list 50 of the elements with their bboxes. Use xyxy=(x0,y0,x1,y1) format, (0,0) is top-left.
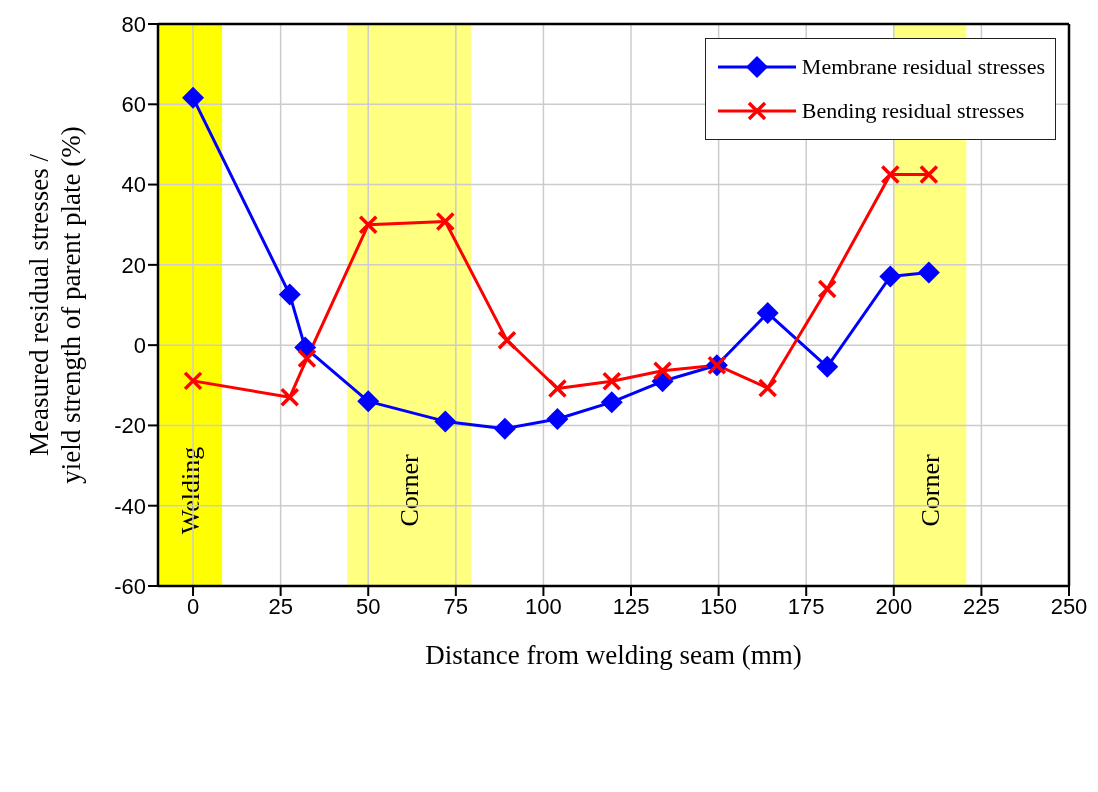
point xyxy=(652,361,673,381)
point xyxy=(917,261,940,284)
x-tick-label: 200 xyxy=(875,593,913,619)
x-tick-label: 250 xyxy=(1050,593,1088,619)
band-label: Corner xyxy=(394,454,424,527)
point xyxy=(816,355,839,378)
x-tick-label: 150 xyxy=(700,593,737,619)
point xyxy=(756,302,779,325)
legend-label: Membrane residual stresses xyxy=(801,54,1045,80)
point xyxy=(357,390,380,413)
x-axis-title: Distance from welding seam (mm) xyxy=(425,640,802,670)
point xyxy=(602,371,622,392)
point xyxy=(817,279,837,299)
x-tick-label: 0 xyxy=(186,593,200,619)
point xyxy=(278,283,301,306)
band-label: Welding xyxy=(175,446,205,535)
y-tick-label: 40 xyxy=(121,172,146,198)
x-tick-label: 25 xyxy=(268,593,293,619)
point xyxy=(182,86,205,109)
point xyxy=(757,378,778,398)
point xyxy=(880,164,901,185)
x-tick-label: 75 xyxy=(443,593,469,619)
point xyxy=(493,417,516,440)
point xyxy=(435,211,456,232)
point xyxy=(434,410,457,433)
point xyxy=(546,408,569,431)
point xyxy=(497,330,517,351)
y-tick-label: 80 xyxy=(121,11,146,37)
band-label: Corner xyxy=(915,454,945,527)
point xyxy=(919,164,939,185)
y-tick-label: -60 xyxy=(114,573,146,599)
y-tick-label: -40 xyxy=(114,493,146,519)
y-tick-label: 60 xyxy=(121,92,146,118)
point xyxy=(183,371,203,391)
legend-label: Bending residual stresses xyxy=(801,98,1025,124)
point xyxy=(600,391,623,414)
point xyxy=(358,214,378,235)
y-tick-label: 0 xyxy=(133,332,146,358)
y-axis-title: Measured residual stresses / yield strength of parent plate (%) xyxy=(24,126,86,484)
x-tick-label: 100 xyxy=(525,593,562,619)
x-tick-label: 225 xyxy=(963,593,1000,619)
x-tick-label: 50 xyxy=(355,593,381,619)
y-tick-label: 20 xyxy=(121,252,146,278)
x-tick-label: 125 xyxy=(612,593,650,619)
y-tick-label: -20 xyxy=(114,413,146,439)
point xyxy=(547,378,568,399)
point xyxy=(297,348,317,369)
x-tick-label: 175 xyxy=(787,593,825,619)
point xyxy=(879,265,902,288)
point xyxy=(279,387,300,408)
